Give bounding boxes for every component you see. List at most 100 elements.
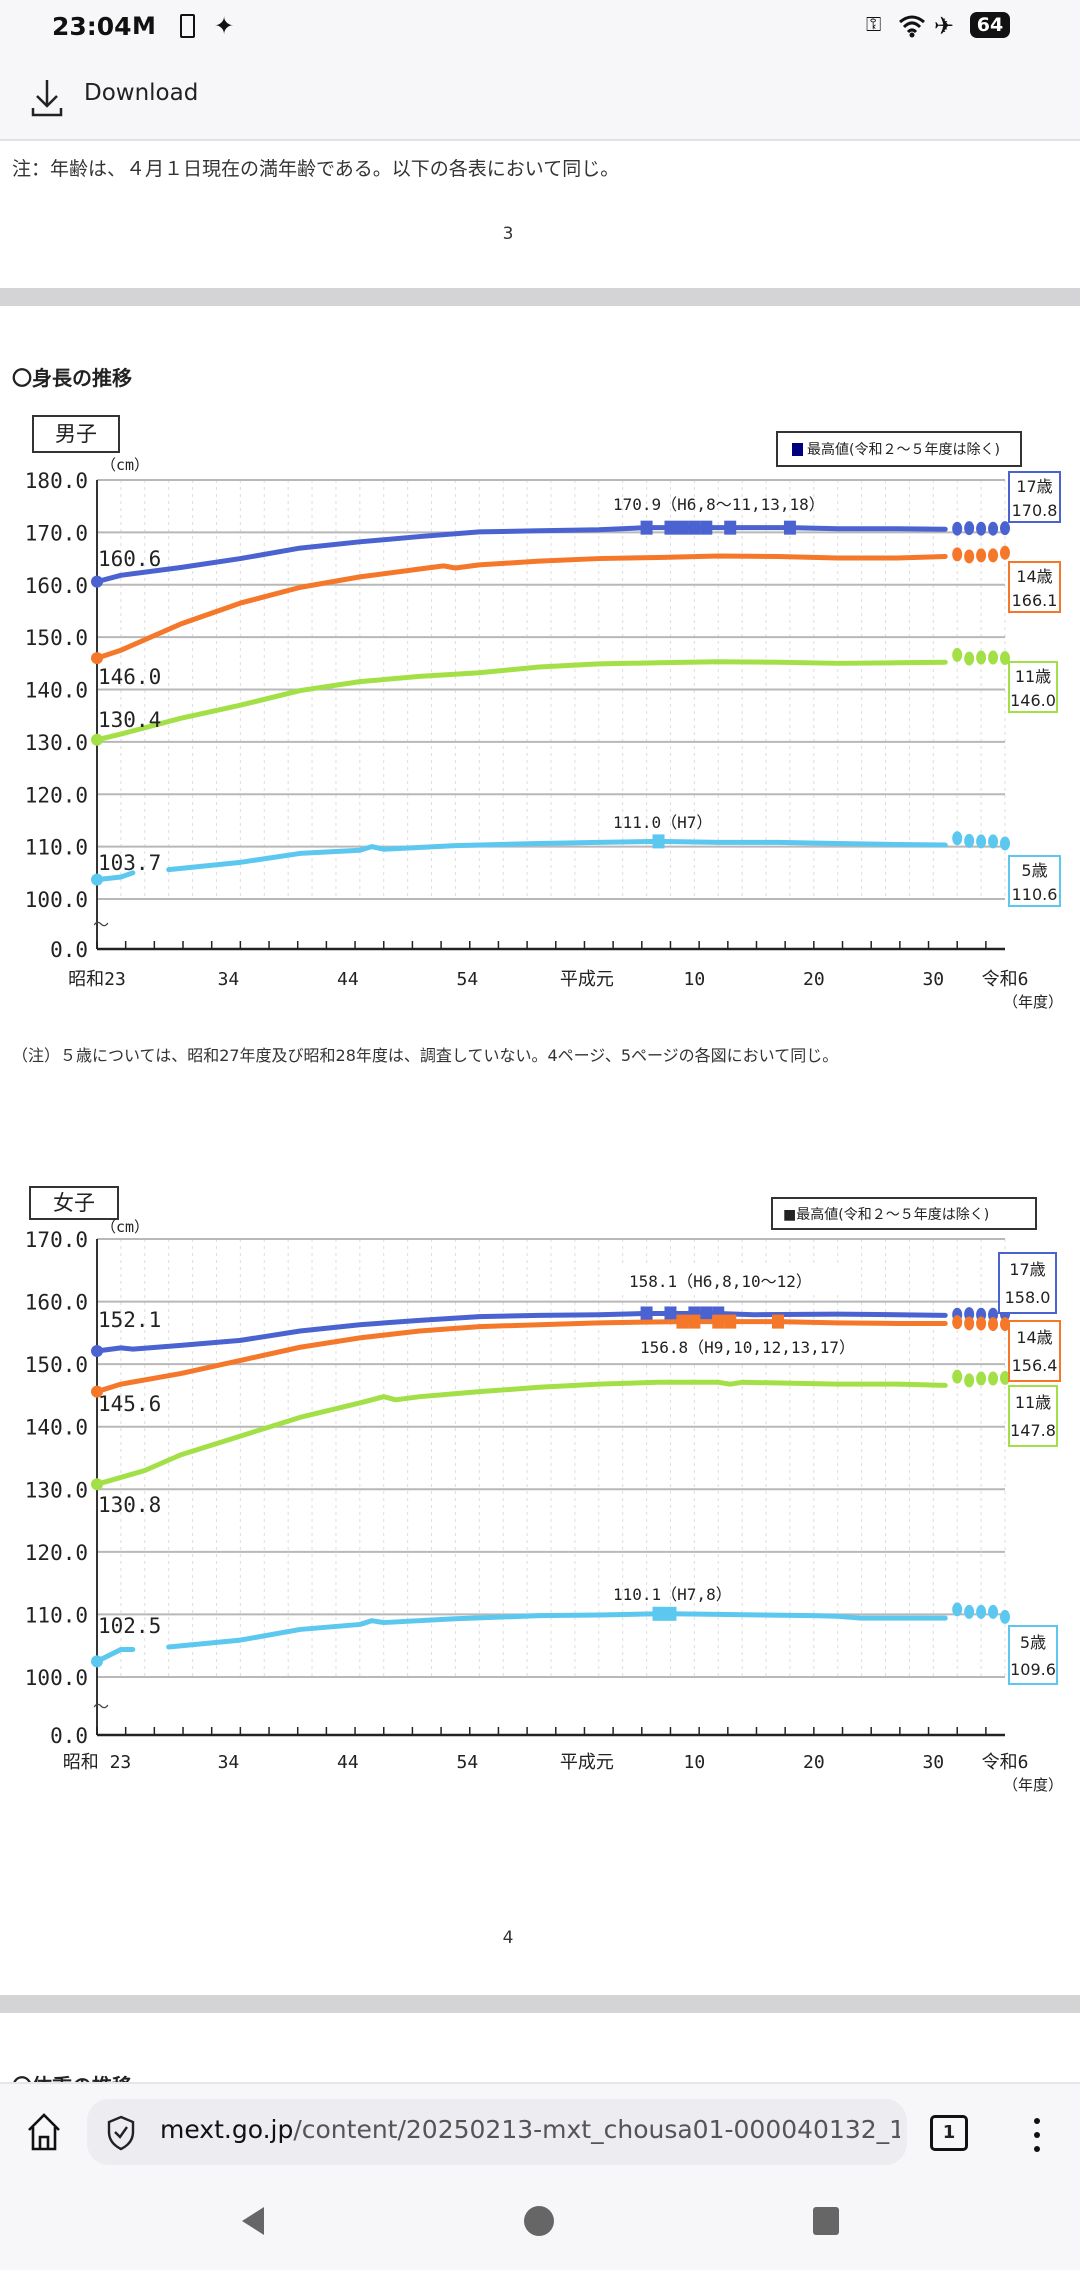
airplane-icon: ✈ [934,12,955,40]
record-marker [700,1306,713,1321]
record-marker [640,520,653,535]
url-path: /content/20250213-mxt_chousa01-000040132… [293,2115,900,2144]
recent-year-point [976,650,987,665]
series-name: 17歳 [1009,1260,1046,1279]
recent-year-point [964,1316,975,1331]
bird-icon: ✦ [214,12,235,40]
x-tick-label: 44 [337,1752,359,1773]
series-line-age5 [166,838,948,873]
recent-year-point [964,521,975,536]
x-tick-label: 10 [684,969,706,990]
recent-year-point [964,549,975,564]
nav-back-icon[interactable] [238,2205,268,2237]
recent-year-point [1000,1317,1010,1332]
record-marker [724,1314,737,1329]
series-end-value: 170.8 [1011,501,1058,520]
x-tick-label: 平成元 [560,1752,614,1773]
record-annotation: 156.8（H9,10,12,13,17） [640,1338,855,1357]
y-tick-label: 110.0 [25,1603,88,1627]
recent-year-point [964,1604,975,1619]
x-tick-label: 54 [457,969,479,990]
recent-year-point [952,647,963,662]
series-end-value: 146.0 [1010,691,1056,710]
series-name: 11歳 [1014,667,1052,686]
series-start-label: 130.4 [98,708,161,732]
record-annotation: 158.1（H6,8,10～12） [629,1272,812,1291]
series-line-age17 [94,525,948,585]
x-tick-label: 令和6 [982,1752,1029,1773]
section-title: 〇身長の推移 [12,366,132,390]
y-tick-label: 120.0 [25,1541,88,1565]
x-tick-label: 30 [922,1752,944,1773]
record-marker [688,1314,701,1329]
boys-height-chart: 180.0 170.0 160.0 150.0 140.0 130.0 120.0 110.0… [25,456,1063,1010]
download-button[interactable]: Download [84,80,199,106]
nav-recents-icon[interactable] [811,2205,841,2237]
series-name: 14歳 [1016,567,1053,586]
recent-year-point [964,1373,975,1388]
record-marker [652,834,665,849]
series-name: 5歳 [1021,861,1048,880]
series-start-label: 152.1 [98,1308,161,1332]
recent-year-point [976,834,987,849]
home-icon[interactable] [26,2112,62,2152]
record-annotation: 110.1（H7,8） [613,1585,732,1604]
recent-year-point [988,1371,999,1386]
legend-boys: 最高値(令和２～５年度は除く) [776,431,1022,467]
x-tick-label: 20 [803,969,825,990]
recent-year-point [976,1316,987,1331]
end-label-11: 11歳 147.8 [1008,1385,1058,1447]
series-start-label: 160.6 [98,547,161,571]
page-number: 3 [502,224,514,244]
x-tick-label: 54 [457,1752,479,1773]
download-icon[interactable] [30,78,64,118]
page-separator [0,288,1080,306]
series-line-age11 [94,659,948,743]
y-tick-label: 140.0 [25,679,88,703]
recent-year-point [952,547,963,562]
y-tick-label: 170.0 [25,521,88,545]
recent-year-point [988,650,999,665]
series-end-value: 166.1 [1011,591,1058,610]
age-note: 注：年齢は、４月１日現在の満年齢である。以下の各表において同じ。 [12,158,620,180]
recent-year-point [952,1369,963,1384]
more-menu-icon[interactable] [1030,2115,1044,2155]
x-tick-label: 昭和 23 [63,1752,132,1773]
recent-year-point [988,834,999,849]
shield-check-icon[interactable] [106,2115,136,2151]
tab-switcher-button[interactable]: 1 [930,2115,968,2151]
nav-home-icon[interactable] [523,2205,555,2237]
url-bar[interactable] [87,2099,907,2165]
page-number: 4 [502,1928,514,1948]
x-tick-label: 平成元 [560,969,614,990]
recent-year-point [988,1604,999,1619]
y-tick-label: 0.0 [50,938,88,962]
y-tick-label: 140.0 [25,1416,88,1440]
series-name: 14歳 [1016,1328,1053,1347]
status-time: 23:04 [52,12,132,41]
y-tick-label: 160.0 [25,574,88,598]
x-tick-label: 20 [803,1752,825,1773]
record-marker [664,1606,677,1621]
url-text[interactable]: mext.go.jp/content/20250213-mxt_chousa01… [160,2115,900,2144]
series-start-point [91,1345,103,1358]
series-start-point [91,1478,103,1491]
series-end-value: 158.0 [1004,1288,1051,1307]
series-start-point [91,733,103,746]
series-line-age5 [94,1646,136,1664]
record-annotation: 111.0（H7） [613,813,712,832]
series-end-value: 147.8 [1010,1421,1056,1440]
record-marker [652,1606,665,1621]
x-axis-label: （年度） [1003,1776,1063,1794]
record-marker [724,520,737,535]
series-name: 17歳 [1016,477,1053,496]
x-tick-label: 34 [218,969,240,990]
recent-year-point [1000,651,1010,666]
series-start-label: 103.7 [98,851,161,875]
y-tick-label: 100.0 [25,1666,88,1690]
series-line-age5 [166,1611,948,1650]
record-marker [676,520,689,535]
recent-year-point [952,1315,963,1330]
series-start-point [91,873,103,886]
vpn-key-icon: ⚿ [866,12,882,36]
